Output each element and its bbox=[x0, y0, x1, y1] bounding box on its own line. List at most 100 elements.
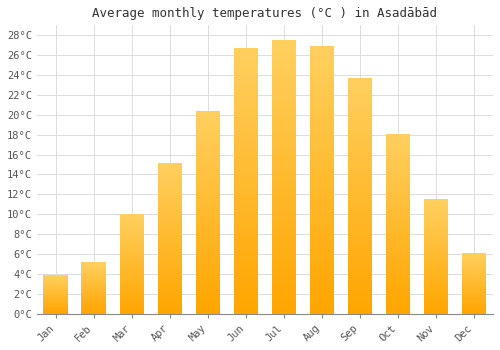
Bar bbox=[44, 284, 68, 285]
Bar bbox=[82, 265, 106, 266]
Bar bbox=[158, 265, 182, 268]
Bar bbox=[82, 308, 106, 309]
Bar bbox=[310, 185, 334, 191]
Bar bbox=[234, 202, 258, 208]
Bar bbox=[348, 290, 372, 295]
Bar bbox=[196, 261, 220, 265]
Bar bbox=[120, 232, 144, 234]
Bar bbox=[234, 165, 258, 170]
Bar bbox=[158, 175, 182, 178]
Bar bbox=[158, 284, 182, 287]
Bar bbox=[234, 80, 258, 85]
Bar bbox=[462, 304, 486, 305]
Bar bbox=[462, 311, 486, 313]
Bar bbox=[158, 259, 182, 262]
Bar bbox=[348, 139, 372, 144]
Bar bbox=[272, 40, 296, 46]
Bar bbox=[158, 196, 182, 199]
Bar bbox=[272, 226, 296, 232]
Bar bbox=[424, 227, 448, 229]
Bar bbox=[272, 84, 296, 90]
Bar bbox=[310, 73, 334, 78]
Bar bbox=[44, 302, 68, 303]
Bar bbox=[386, 213, 410, 217]
Bar bbox=[82, 304, 106, 306]
Bar bbox=[158, 220, 182, 223]
Bar bbox=[158, 217, 182, 220]
Bar bbox=[348, 243, 372, 248]
Bar bbox=[44, 278, 68, 279]
Bar bbox=[234, 154, 258, 160]
Bar bbox=[272, 100, 296, 106]
Bar bbox=[120, 300, 144, 302]
Bar bbox=[196, 184, 220, 188]
Bar bbox=[158, 232, 182, 235]
Bar bbox=[462, 310, 486, 311]
Bar bbox=[348, 130, 372, 134]
Bar bbox=[386, 310, 410, 314]
Bar bbox=[310, 255, 334, 260]
Bar bbox=[158, 280, 182, 284]
Bar bbox=[82, 289, 106, 290]
Bar bbox=[310, 100, 334, 105]
Bar bbox=[234, 101, 258, 106]
Bar bbox=[348, 196, 372, 201]
Bar bbox=[158, 289, 182, 293]
Bar bbox=[44, 275, 68, 276]
Bar bbox=[82, 299, 106, 300]
Bar bbox=[196, 115, 220, 119]
Bar bbox=[272, 117, 296, 122]
Bar bbox=[44, 303, 68, 304]
Bar bbox=[424, 312, 448, 314]
Bar bbox=[158, 268, 182, 271]
Bar bbox=[44, 293, 68, 294]
Bar bbox=[462, 276, 486, 277]
Bar bbox=[196, 241, 220, 245]
Bar bbox=[120, 230, 144, 232]
Bar bbox=[120, 258, 144, 260]
Bar bbox=[348, 210, 372, 215]
Bar bbox=[196, 160, 220, 163]
Bar bbox=[158, 299, 182, 302]
Bar bbox=[310, 169, 334, 175]
Bar bbox=[424, 204, 448, 206]
Bar bbox=[196, 200, 220, 204]
Bar bbox=[310, 121, 334, 126]
Bar bbox=[348, 177, 372, 182]
Bar bbox=[424, 284, 448, 286]
Bar bbox=[120, 274, 144, 276]
Bar bbox=[310, 228, 334, 233]
Bar bbox=[272, 128, 296, 133]
Bar bbox=[234, 208, 258, 213]
Bar bbox=[424, 279, 448, 282]
Bar bbox=[120, 224, 144, 226]
Bar bbox=[234, 282, 258, 287]
Bar bbox=[462, 265, 486, 266]
Bar bbox=[348, 97, 372, 101]
Bar bbox=[120, 296, 144, 298]
Bar bbox=[196, 119, 220, 123]
Bar bbox=[272, 204, 296, 210]
Bar bbox=[310, 153, 334, 159]
Bar bbox=[82, 264, 106, 265]
Bar bbox=[272, 292, 296, 297]
Bar bbox=[196, 127, 220, 131]
Bar bbox=[424, 286, 448, 288]
Bar bbox=[82, 276, 106, 278]
Bar bbox=[196, 289, 220, 293]
Bar bbox=[272, 95, 296, 100]
Bar bbox=[158, 184, 182, 187]
Bar bbox=[158, 226, 182, 229]
Bar bbox=[272, 275, 296, 281]
Bar bbox=[462, 302, 486, 303]
Bar bbox=[120, 270, 144, 272]
Bar bbox=[462, 303, 486, 304]
Bar bbox=[82, 297, 106, 298]
Bar bbox=[158, 199, 182, 202]
Bar bbox=[196, 257, 220, 261]
Bar bbox=[348, 276, 372, 281]
Bar bbox=[120, 306, 144, 308]
Bar bbox=[348, 116, 372, 120]
Bar bbox=[348, 229, 372, 233]
Bar bbox=[196, 147, 220, 152]
